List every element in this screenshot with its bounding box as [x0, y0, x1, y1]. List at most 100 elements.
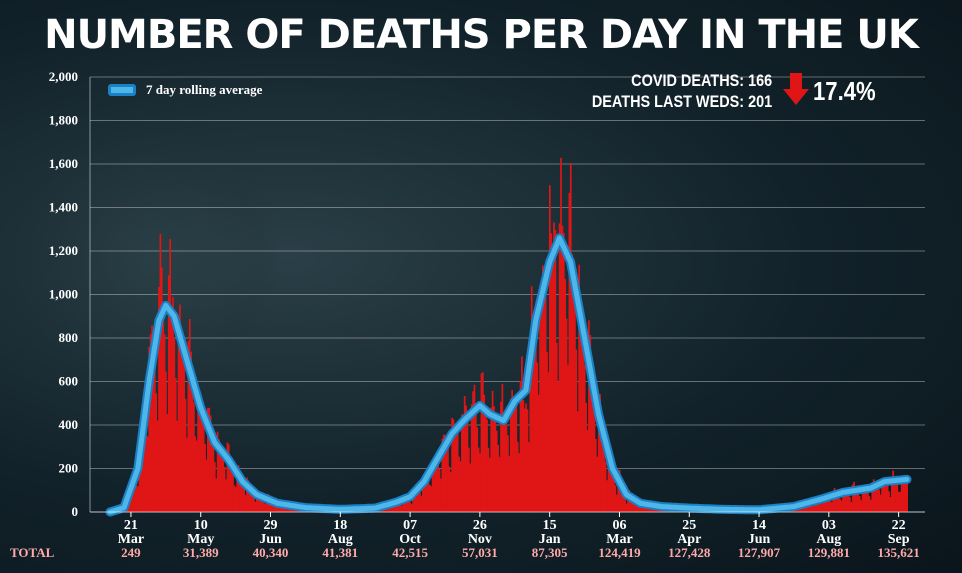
daily-bar	[461, 414, 463, 512]
daily-bar	[177, 327, 180, 512]
daily-bar	[634, 503, 636, 512]
daily-bar	[138, 448, 141, 512]
daily-bar	[592, 381, 594, 512]
daily-bar	[576, 411, 579, 512]
daily-bar	[892, 470, 895, 512]
daily-bar	[819, 503, 822, 512]
daily-bar	[234, 487, 237, 512]
daily-bar	[477, 447, 480, 512]
daily-bar	[449, 472, 452, 512]
daily-bar	[239, 470, 241, 512]
daily-bar	[635, 505, 638, 512]
daily-bar	[260, 495, 262, 512]
daily-bar	[480, 373, 483, 512]
daily-bar	[282, 507, 285, 512]
daily-bar	[475, 412, 477, 512]
daily-bar	[539, 288, 541, 512]
daily-bar	[440, 478, 442, 512]
daily-bar	[208, 407, 211, 512]
daily-bar	[562, 232, 565, 512]
daily-bar	[643, 506, 646, 512]
daily-bar	[535, 341, 537, 512]
daily-bar	[470, 404, 473, 512]
daily-bar	[613, 469, 615, 512]
legend-swatch	[108, 84, 136, 96]
daily-bar	[586, 429, 589, 512]
daily-bar	[195, 440, 198, 512]
daily-bar	[268, 498, 271, 512]
daily-bar	[807, 503, 809, 512]
daily-bar	[283, 507, 286, 512]
daily-bar	[430, 486, 433, 512]
daily-bar	[233, 485, 236, 512]
daily-bar	[246, 477, 248, 512]
daily-bar	[645, 507, 647, 512]
daily-bar	[274, 506, 276, 512]
cumulative-total: 87,305	[532, 545, 568, 560]
daily-bar	[258, 493, 261, 512]
daily-bar	[903, 478, 906, 512]
daily-bar	[829, 500, 832, 512]
daily-bar	[554, 229, 557, 513]
daily-bar	[280, 505, 283, 512]
daily-bar	[617, 477, 620, 512]
daily-bar	[173, 338, 176, 512]
daily-bar	[225, 479, 227, 512]
daily-bar	[893, 476, 896, 512]
daily-bar	[881, 478, 883, 512]
x-axis: 21Mar24910May31,38929Jun40,34018Aug41,38…	[90, 511, 925, 560]
daily-bar	[561, 225, 564, 512]
daily-bar	[599, 394, 601, 512]
daily-bar	[902, 475, 904, 512]
totals-row-label: TOTAL	[10, 545, 55, 560]
daily-bar	[455, 430, 458, 512]
daily-bar	[204, 444, 206, 512]
daily-bar	[621, 484, 624, 512]
daily-bar	[163, 334, 166, 512]
daily-bar	[888, 491, 890, 512]
daily-bar	[864, 488, 867, 512]
daily-bar	[816, 498, 819, 512]
daily-bar	[431, 461, 434, 512]
daily-bar	[801, 507, 804, 512]
cumulative-total: 40,340	[253, 545, 289, 560]
daily-bar	[518, 453, 520, 512]
daily-bar	[515, 405, 518, 512]
daily-bar	[220, 446, 223, 512]
daily-bar	[589, 335, 592, 512]
daily-bar	[808, 503, 811, 512]
legend: 7 day rolling average	[108, 82, 262, 98]
daily-bar	[508, 455, 511, 512]
daily-bar	[153, 365, 156, 512]
daily-bar	[229, 456, 232, 512]
y-tick-label: 1,800	[49, 113, 78, 128]
daily-bar	[445, 439, 448, 512]
y-tick-label: 1,600	[49, 156, 78, 171]
daily-bar	[867, 486, 869, 512]
daily-bar	[158, 286, 160, 512]
daily-bar	[614, 485, 617, 512]
daily-bar	[572, 258, 575, 512]
daily-bar	[160, 267, 163, 512]
daily-bar	[212, 436, 215, 512]
daily-bar	[476, 427, 479, 512]
x-tick-day: 15	[543, 518, 557, 533]
daily-bar	[417, 488, 420, 512]
x-tick-day: 21	[124, 518, 138, 533]
cumulative-total: 57,031	[462, 545, 498, 560]
daily-bar	[248, 483, 251, 512]
daily-bar	[197, 399, 199, 512]
daily-bar	[148, 346, 151, 512]
daily-bar	[211, 424, 213, 512]
daily-bar	[165, 371, 167, 512]
daily-bar	[832, 491, 835, 512]
daily-bar	[522, 400, 525, 512]
daily-bar	[557, 382, 560, 512]
daily-bar	[240, 476, 243, 512]
y-tick-label: 200	[59, 461, 79, 476]
x-tick-month: Nov	[468, 532, 492, 547]
x-tick-day: 25	[682, 518, 696, 533]
daily-bar	[497, 444, 500, 512]
daily-bar	[180, 345, 183, 512]
daily-bar	[207, 407, 209, 512]
